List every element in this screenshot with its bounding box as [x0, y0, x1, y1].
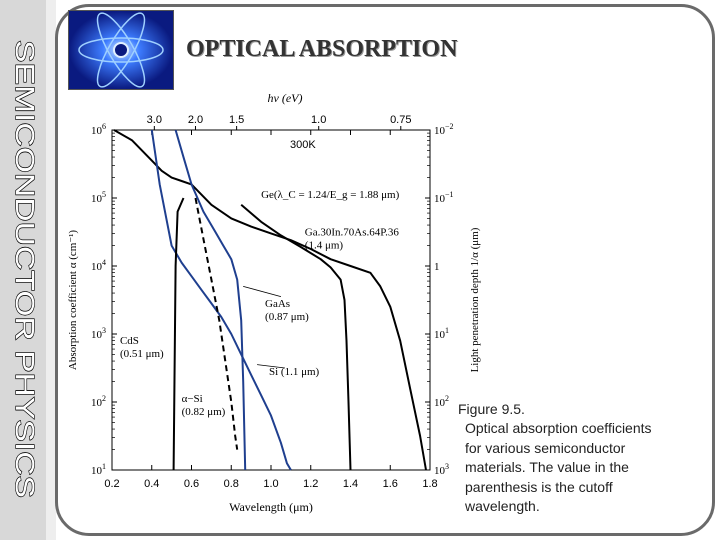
side-banner-text: SEMICONDUCTOR PHYSICS	[10, 40, 40, 498]
temperature-annotation: 300K	[290, 139, 316, 151]
series-label: Si (1.1 μm)	[269, 366, 320, 378]
y2-tick-label: 10−1	[434, 190, 454, 205]
y-tick-label: 101	[91, 462, 106, 477]
x-tick-label: 1.2	[303, 478, 318, 490]
top-tick-label: 3.0	[147, 114, 162, 126]
series-line-cds	[172, 197, 185, 471]
x-tick-label: 1.4	[343, 478, 358, 490]
atom-icon	[69, 11, 173, 89]
top-tick-label: 2.0	[188, 114, 203, 126]
figure-caption: Figure 9.5. Optical absorption coefficie…	[458, 400, 712, 516]
y-tick-label: 103	[91, 326, 106, 341]
x-tick-label: 1.6	[383, 478, 398, 490]
x-tick-label: 1.0	[263, 478, 278, 490]
y2-tick-label: 103	[434, 462, 449, 477]
top-tick-label: 1.0	[311, 114, 326, 126]
series-line-ge	[113, 129, 427, 471]
caption-line: parenthesis is the cutoff	[465, 478, 613, 495]
series-label: CdS	[120, 335, 139, 347]
y-tick-label: 106	[91, 122, 106, 137]
series-label: α−Si	[182, 393, 203, 405]
x-tick-label: 0.2	[104, 478, 119, 490]
label-leader-line	[243, 286, 282, 297]
y2-axis-label: Light penetration depth 1/α (μm)	[469, 227, 481, 372]
y-tick-label: 102	[91, 394, 106, 409]
y2-tick-label: 102	[434, 394, 449, 409]
series-line-ga-30in-70as-64p-36	[240, 204, 352, 471]
series-label: GaAs	[265, 298, 290, 310]
caption-line: for various semiconductor	[465, 439, 626, 456]
side-band	[0, 0, 46, 540]
caption-line: materials. The value in the	[465, 459, 629, 476]
y2-tick-label: 1	[434, 261, 440, 273]
y-tick-label: 104	[91, 258, 106, 273]
label-leader-line	[257, 364, 285, 369]
top-axis-label: hν (eV)	[268, 91, 303, 105]
y-tick-label: 105	[91, 190, 106, 205]
caption-line: wavelength.	[465, 498, 540, 515]
series-label: (0.82 μm)	[182, 406, 226, 418]
top-tick-label: 0.75	[390, 114, 411, 126]
series-label: (0.87 μm)	[265, 311, 309, 323]
x-tick-label: 0.6	[184, 478, 199, 490]
x-tick-label: 0.4	[144, 478, 159, 490]
side-banner: SEMICONDUCTOR PHYSICS	[2, 40, 44, 500]
atom-logo-image	[68, 10, 174, 90]
series-label: Ga.30In.70As.64P.36	[305, 226, 400, 238]
absorption-chart: 0.2 0.4 0.6 0.8 1.0 1.2 1.4 1.6 1.8 3.0 2.0 1.5 1.0 0…	[60, 86, 500, 522]
caption-line: Figure 9.5.	[458, 401, 525, 417]
x-axis-label: Wavelength (μm)	[229, 500, 313, 514]
chart-svg: 0.2 0.4 0.6 0.8 1.0 1.2 1.4 1.6 1.8 3.0 2.0 1.5 1.0 0…	[67, 91, 481, 514]
x-tick-label: 1.8	[422, 478, 437, 490]
caption-line: Optical absorption coefficients	[465, 420, 652, 437]
side-strip	[46, 0, 56, 540]
series-label: (0.51 μm)	[120, 348, 164, 360]
series-line--si	[194, 197, 239, 450]
y2-tick-label: 101	[434, 326, 449, 341]
slide-frame	[55, 4, 715, 536]
y-axis-label: Absorption coefficient α (cm⁻¹)	[67, 230, 79, 371]
x-tick-label: 0.8	[224, 478, 239, 490]
top-tick-label: 1.5	[229, 114, 244, 126]
series-label: Ge(λ_C = 1.24/E_g = 1.88 μm)	[261, 189, 400, 201]
y2-tick-label: 10−2	[434, 122, 454, 137]
slide-title: OPTICAL ABSORPTION	[186, 36, 458, 62]
series-label: (1.4 μm)	[305, 239, 344, 251]
series-line-gaas	[174, 129, 247, 471]
